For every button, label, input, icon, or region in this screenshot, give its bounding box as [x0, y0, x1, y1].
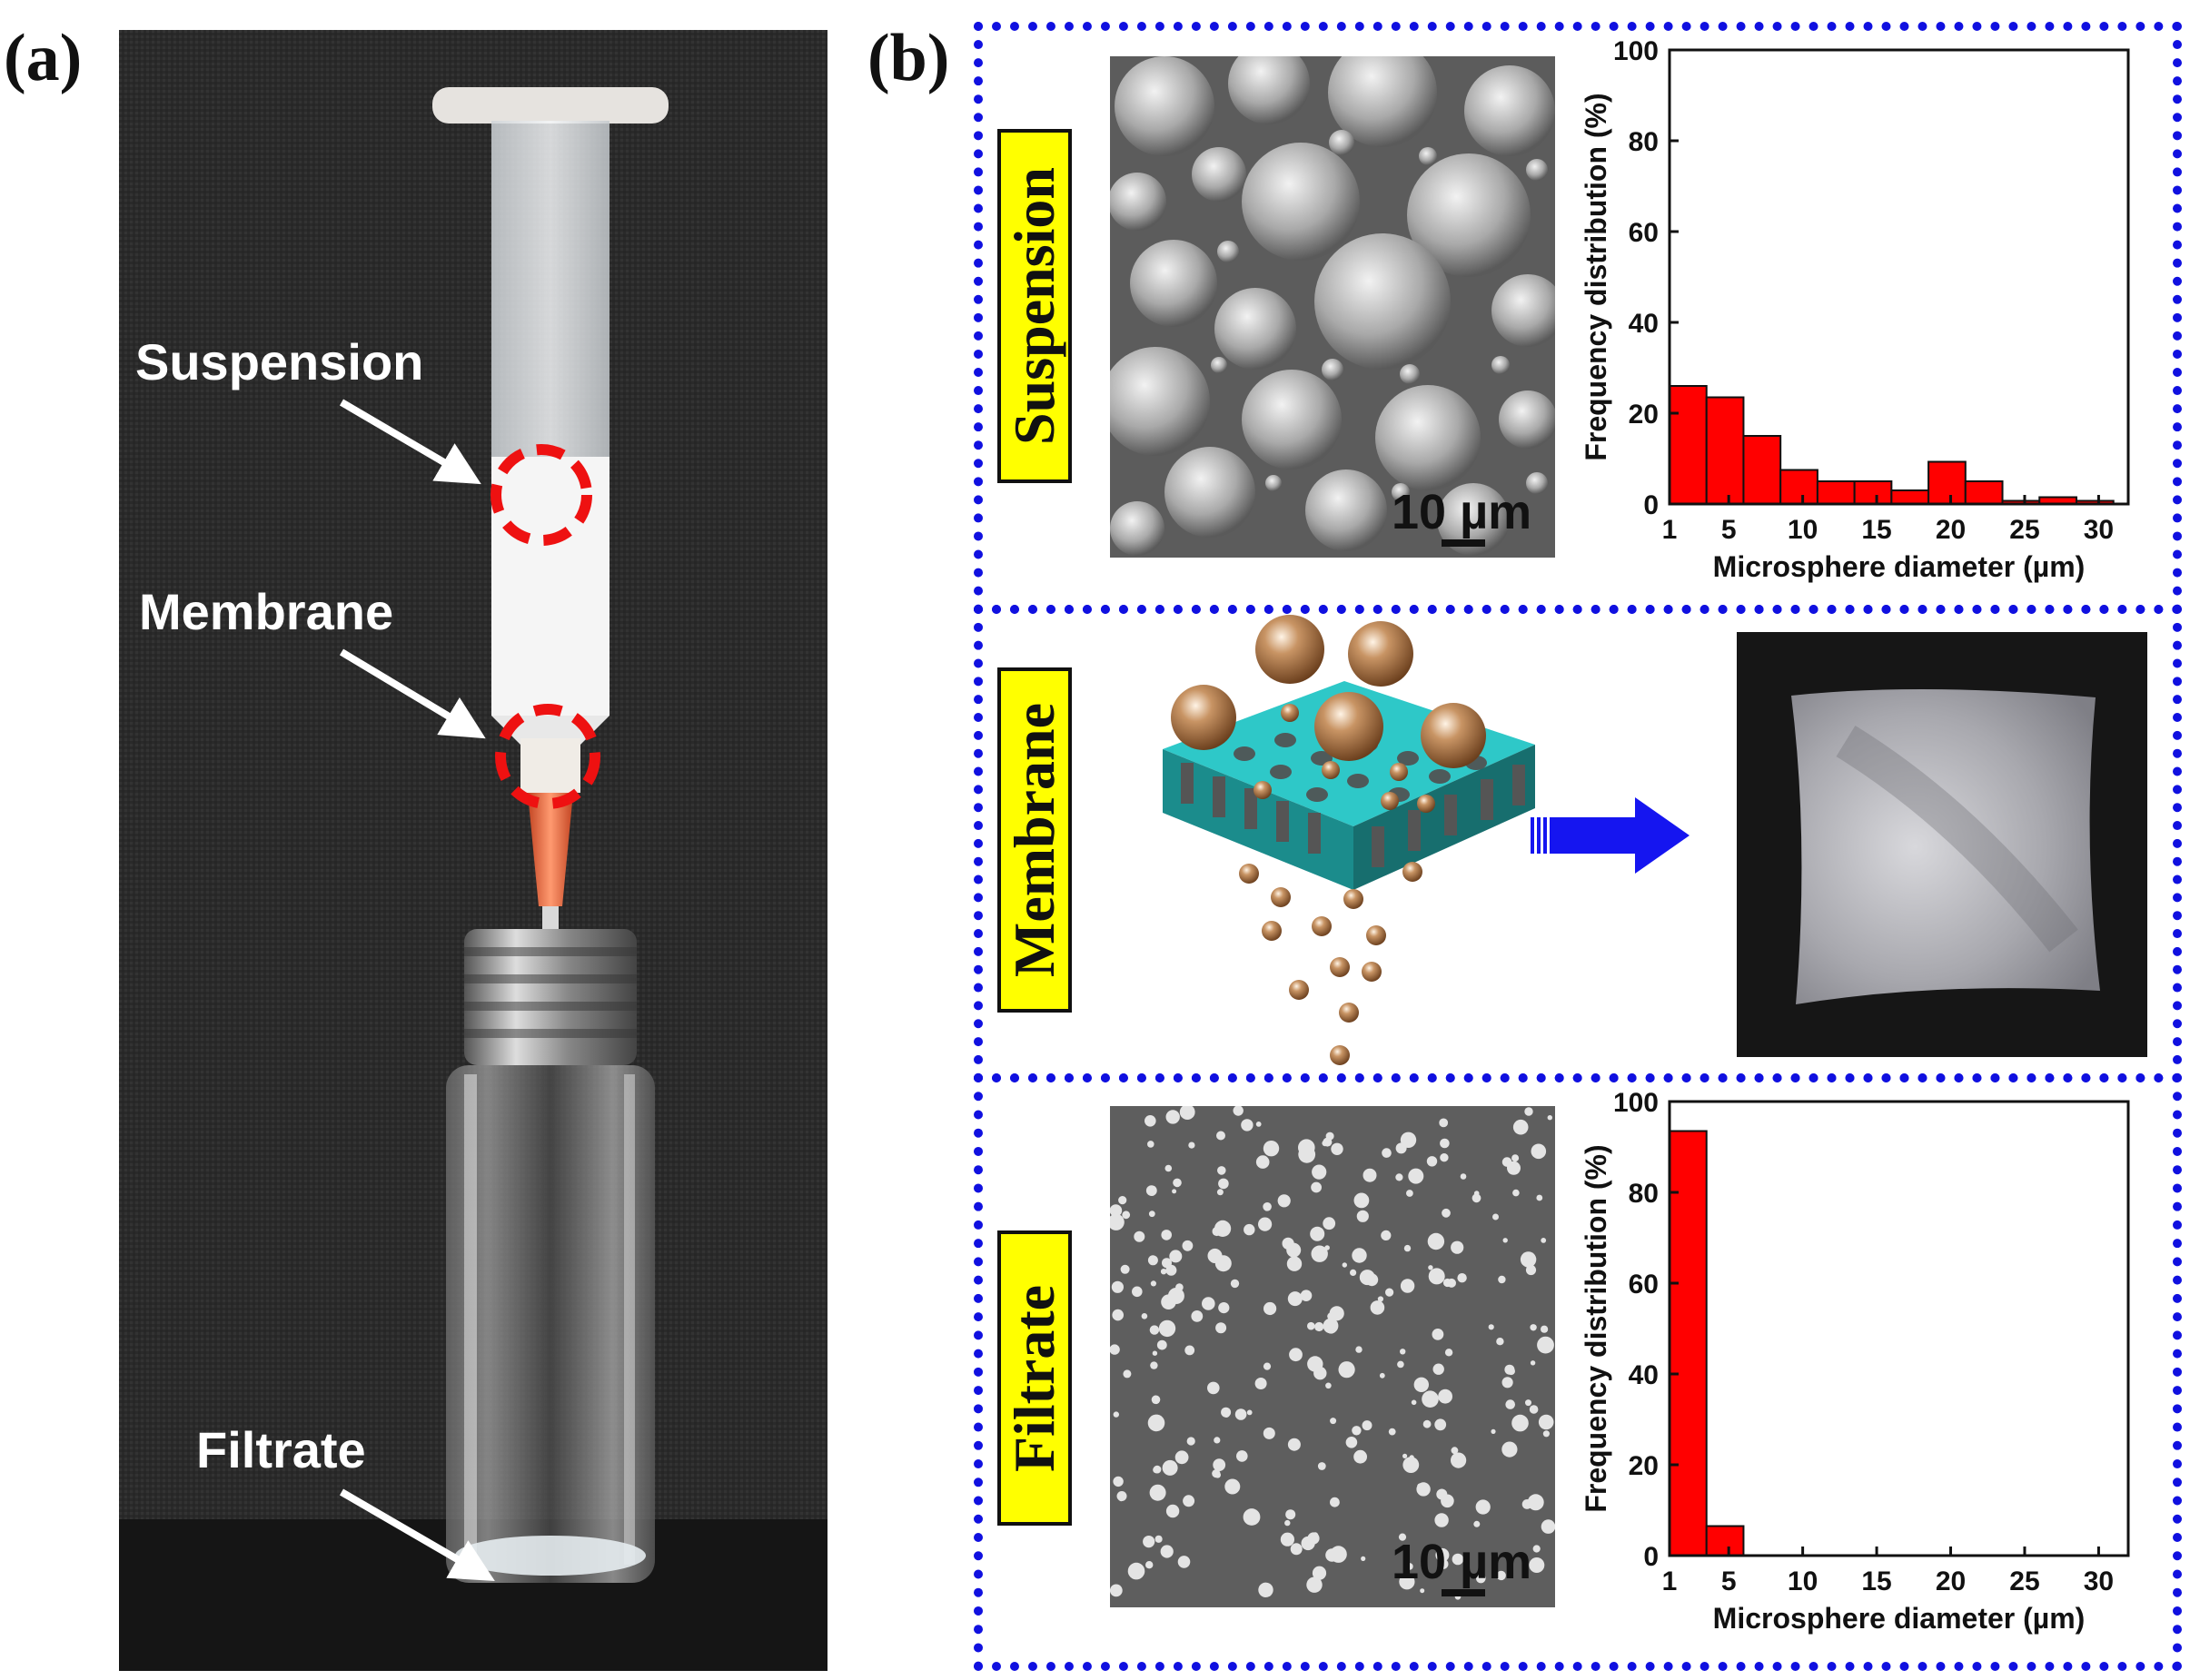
- filtrate-chart-y-tick-label: 20: [1629, 1451, 1659, 1481]
- suspension-chart-x-tick-label: 1: [1662, 515, 1678, 545]
- filtrate-chart-y-tick-label: 60: [1629, 1270, 1659, 1300]
- syringe-filtration-photo: Suspension Membrane Filtrate: [119, 30, 827, 1671]
- membrane-label: Membrane: [139, 583, 393, 640]
- suspension-chart-x-tick-label: 25: [2009, 515, 2039, 545]
- filtrate-chart-y-tick-label: 40: [1629, 1360, 1659, 1390]
- suspension-scale-label: 10 µm: [1392, 485, 1531, 539]
- suspension-chart-bar: [1964, 480, 2004, 505]
- membrane-photo: [1737, 632, 2147, 1057]
- filtrate-scale-label: 10 µm: [1392, 1535, 1531, 1589]
- panel-a-label: (a): [4, 21, 83, 95]
- filtrate-chart-x-tick-label: 25: [2009, 1566, 2039, 1596]
- suspension-chart-x-tick-label: 20: [1936, 515, 1966, 545]
- filtrate-chart-y-tick-label: 0: [1643, 1542, 1659, 1572]
- filtrate-chart-x-axis-label: Microsphere diameter (µm): [1713, 1602, 2086, 1635]
- filtrate-tag: Filtrate: [997, 1230, 1072, 1526]
- filtrate-chart-x-tick-label: 10: [1788, 1566, 1818, 1596]
- suspension-chart-x-tick-label: 10: [1788, 515, 1818, 545]
- suspension-chart-bar: [1927, 460, 1967, 505]
- suspension-chart-bar: [1742, 435, 1782, 505]
- filtrate-chart-y-axis-label: Frequency distribution (%): [1580, 1144, 1612, 1512]
- suspension-chart-y-axis-label: Frequency distribution (%): [1580, 93, 1612, 460]
- suspension-chart-y-tick-label: 100: [1613, 36, 1659, 66]
- filtrate-chart-bar: [1705, 1525, 1745, 1556]
- suspension-sem-image: 10 µm: [1110, 56, 1555, 558]
- filtrate-chart-x-tick-label: 15: [1861, 1566, 1891, 1596]
- panel-b-label: (b): [867, 21, 950, 95]
- suspension-chart-x-tick-label: 15: [1861, 515, 1891, 545]
- suspension-chart-y-tick-label: 60: [1629, 218, 1659, 248]
- suspension-chart-bar: [1816, 480, 1856, 505]
- filtrate-chart-bar: [1669, 1130, 1708, 1556]
- suspension-label: Suspension: [135, 333, 423, 390]
- membrane-schematic: [1163, 615, 1690, 1065]
- suspension-chart-y-tick-label: 20: [1629, 400, 1659, 430]
- filtrate-sem-image: 10 µm: [1110, 1106, 1555, 1607]
- suspension-chart-x-axis-label: Microsphere diameter (µm): [1713, 550, 2086, 583]
- suspension-chart-x-tick-label: 5: [1721, 515, 1737, 545]
- membrane-tag: Membrane: [997, 667, 1072, 1013]
- suspension-chart-x-tick-label: 30: [2084, 515, 2114, 545]
- filtrate-chart-x-tick-label: 30: [2084, 1566, 2114, 1596]
- filtrate-row-frame: [974, 1073, 2182, 1671]
- suspension-chart-bar: [1853, 480, 1893, 505]
- filtrate-chart-y-tick-label: 100: [1613, 1088, 1659, 1118]
- suspension-chart-plot-frame: [1668, 48, 2130, 506]
- filtrate-chart-y-tick-label: 80: [1629, 1179, 1659, 1209]
- filtrate-chart-x-tick-label: 1: [1662, 1566, 1678, 1596]
- suspension-chart-bar: [1779, 469, 1818, 505]
- suspension-chart-bar: [1705, 396, 1745, 505]
- suspension-tag: Suspension: [997, 129, 1072, 483]
- filtrate-chart-x-tick-label: 5: [1721, 1566, 1737, 1596]
- suspension-chart-y-tick-label: 40: [1629, 309, 1659, 339]
- suspension-chart-y-tick-label: 0: [1643, 490, 1659, 520]
- filtrate-label: Filtrate: [196, 1421, 366, 1478]
- suspension-chart-bar: [1669, 385, 1708, 505]
- filtrate-chart-x-tick-label: 20: [1936, 1566, 1966, 1596]
- suspension-chart-y-tick-label: 80: [1629, 127, 1659, 157]
- filtrate-chart-plot-frame: [1668, 1100, 2130, 1557]
- suspension-chart-bar: [1890, 489, 1930, 505]
